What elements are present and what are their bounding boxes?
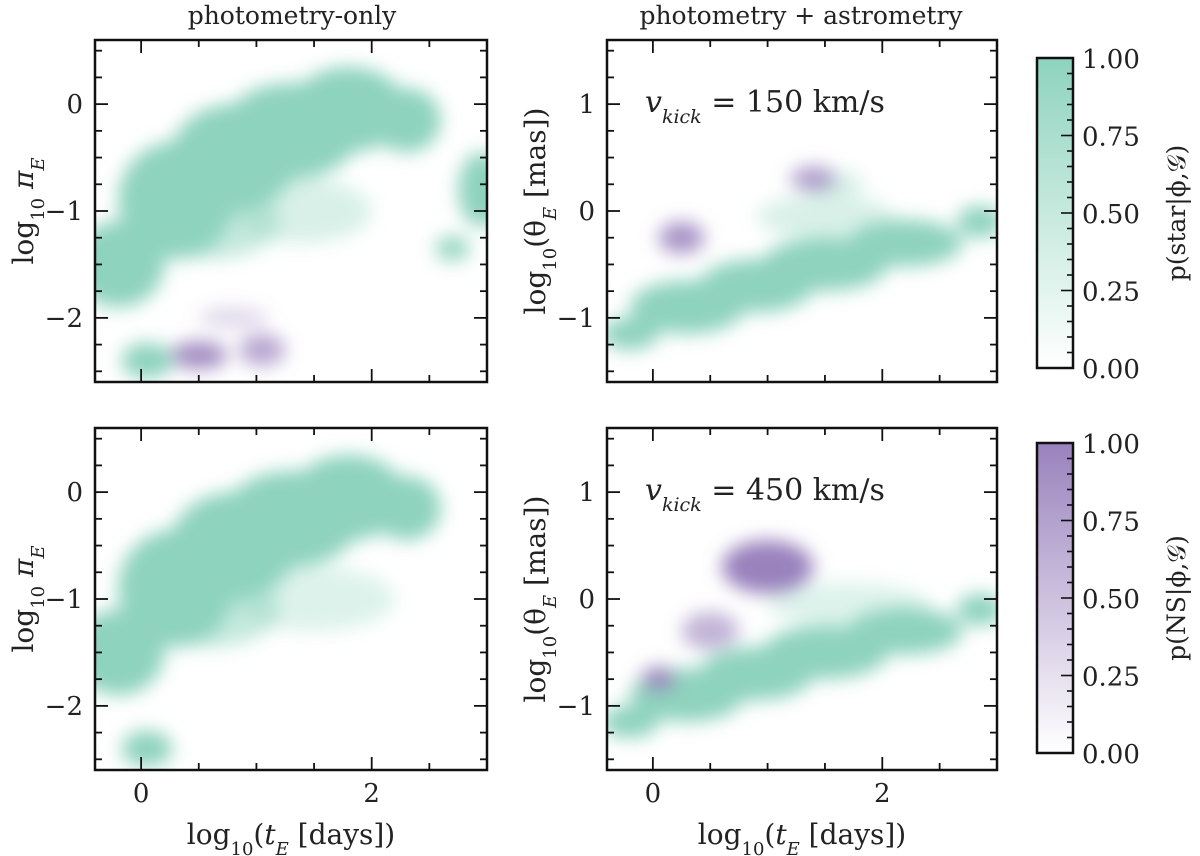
x-tick-label: 0 xyxy=(645,779,662,809)
star-blob xyxy=(607,317,659,350)
colorbar-tick-label: 0.50 xyxy=(1082,200,1140,230)
y-tick-label: 0 xyxy=(66,90,83,120)
x-tick-label: 0 xyxy=(133,779,150,809)
star-blob xyxy=(121,342,173,379)
density-region-3 xyxy=(607,540,997,738)
density-region-1 xyxy=(607,166,997,350)
y-tick-label: −1 xyxy=(557,692,595,722)
colorbar-tick-label: 0.00 xyxy=(1082,740,1140,770)
colorbar-star: 0.00 0.25 0.50 0.75 1.00 p(star|ϕ,𝒢) xyxy=(1035,45,1192,385)
y-axis-label: log10 πE xyxy=(7,157,49,264)
colorbar-tick-label: 0.75 xyxy=(1082,123,1140,153)
y-axis-label: log10 πE xyxy=(7,545,49,652)
ns-blob xyxy=(239,333,286,366)
star-blob xyxy=(767,582,929,626)
star-blob xyxy=(956,205,997,238)
star-blob xyxy=(95,609,165,696)
star-blob xyxy=(233,178,372,244)
ns-blob xyxy=(658,221,705,254)
star-blob xyxy=(95,221,165,308)
y-tick-label: 0 xyxy=(578,197,595,227)
y-tick-label: −2 xyxy=(45,304,83,334)
ns-blob xyxy=(169,341,228,370)
y-axis-label: log10(θE [mas]) xyxy=(519,108,561,315)
column-title-right: photometry + astrometry xyxy=(639,1,963,30)
star-blob xyxy=(233,566,395,632)
colorbar-tick-label: 1.00 xyxy=(1082,430,1140,460)
panel-0: 0 −1 −2 log10 πE xyxy=(7,38,489,384)
star-blob xyxy=(458,152,487,228)
ns-blob xyxy=(681,611,739,651)
x-axis-label: log10(tE [days]) xyxy=(698,818,906,856)
y-tick-label: 0 xyxy=(578,585,595,615)
colorbar-ns: 0.00 0.25 0.50 0.75 1.00 p(NS|ϕ,𝒢) xyxy=(1035,430,1192,770)
star-blob xyxy=(847,219,963,267)
star-blob xyxy=(121,730,173,767)
tick-marks xyxy=(95,40,488,382)
x-tick-label: 2 xyxy=(363,779,380,809)
colorbar-ns-label: p(NS|ϕ,𝒢) xyxy=(1162,535,1192,661)
tick-marks xyxy=(607,40,998,382)
y-tick-label: −1 xyxy=(557,304,595,334)
ns-blob xyxy=(790,166,837,192)
y-tick-label: −2 xyxy=(45,692,83,722)
y-tick-label: 0 xyxy=(66,478,83,508)
colorbar-tick-label: 0.50 xyxy=(1082,585,1140,615)
colorbar-star-label: p(star|ϕ,𝒢) xyxy=(1162,145,1192,281)
star-blob xyxy=(371,476,441,541)
star-blob xyxy=(607,705,659,738)
ns-blob xyxy=(721,540,814,594)
density-region-0 xyxy=(95,66,487,379)
y-tick-label: 1 xyxy=(578,90,595,120)
tick-marks xyxy=(607,428,998,770)
ns-blob xyxy=(641,666,676,692)
x-axis-label: log10(tE [days]) xyxy=(187,818,395,856)
vkick-annotation: vkick = 450 km/s xyxy=(645,473,885,516)
colorbar-tick-label: 0.00 xyxy=(1082,355,1140,385)
y-axis-label: log10(θE [mas]) xyxy=(519,496,561,703)
y-tick-label: 1 xyxy=(578,478,595,508)
star-blob xyxy=(956,593,997,626)
density-region-2 xyxy=(95,454,441,767)
colorbar-tick-label: 0.25 xyxy=(1082,663,1140,693)
y-tick-label: −1 xyxy=(45,197,83,227)
x-tick-label: 2 xyxy=(874,779,891,809)
panel-2: 0 2 log10(tE [days]) 0 −1 −2 log10 πE xyxy=(7,426,489,856)
ns-blob xyxy=(198,307,268,329)
star-blob xyxy=(756,194,894,238)
star-blob xyxy=(371,88,441,153)
vkick-annotation: vkick = 150 km/s xyxy=(645,85,885,128)
tick-marks xyxy=(95,428,488,770)
star-blob xyxy=(435,235,470,262)
column-title-left: photometry-only xyxy=(188,1,397,30)
colorbar-tick-label: 0.25 xyxy=(1082,278,1140,308)
y-tick-label: −1 xyxy=(45,585,83,615)
colorbar-tick-label: 1.00 xyxy=(1082,45,1140,75)
colorbar-tick-label: 0.75 xyxy=(1082,508,1140,538)
